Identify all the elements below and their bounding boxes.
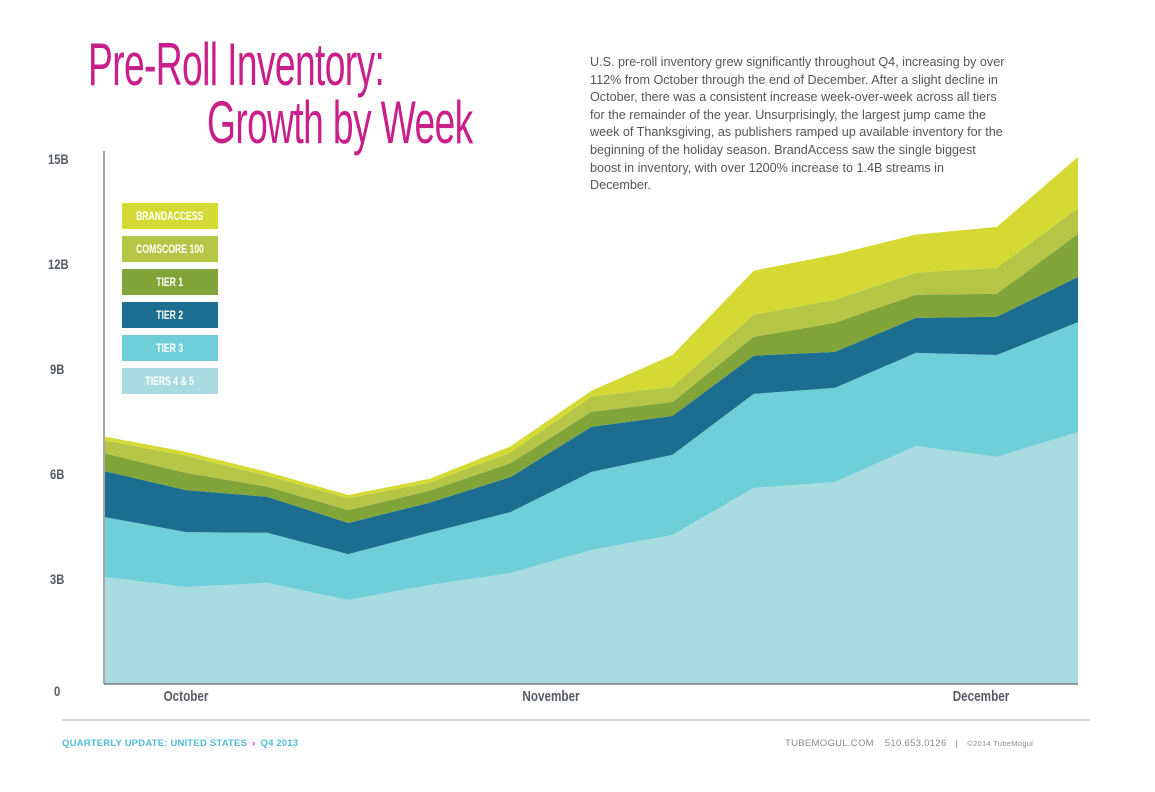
chevron-right-icon: › <box>252 738 256 749</box>
footer-site-link[interactable]: TUBEMOGUL.COM <box>785 738 874 749</box>
legend-label: TIER 1 <box>156 275 184 289</box>
footer-breadcrumb: QUARTERLY UPDATE: UNITED STATES › Q4 2013 <box>62 738 298 749</box>
y-tick-label: 6B <box>50 466 65 482</box>
chart-title-line2: Growth by Week <box>207 89 473 156</box>
legend-label: TIER 3 <box>156 341 184 355</box>
area-tier-3 <box>105 322 1078 600</box>
footer-pipe: | <box>955 738 959 749</box>
y-tick-label: 3B <box>50 571 65 587</box>
footer-phone: 510.653.0126 <box>884 738 947 749</box>
y-tick-label: 9B <box>50 361 65 377</box>
legend: BRANDACCESS COMSCORE 100 TIER 1 TIER 2 T… <box>122 203 218 401</box>
x-month-label: October <box>163 688 209 705</box>
y-tick-label: 15B <box>48 151 69 167</box>
legend-item-tiers-4-5: TIERS 4 & 5 <box>122 368 218 394</box>
legend-label: TIERS 4 & 5 <box>145 374 195 388</box>
legend-label: BRANDACCESS <box>136 209 204 223</box>
description-line: October, there was a consistent increase… <box>590 90 997 105</box>
legend-item-tier-3: TIER 3 <box>122 335 218 361</box>
legend-label: COMSCORE 100 <box>136 242 204 256</box>
description-line: December. <box>590 178 651 193</box>
description-line: 112% from October through the end of Dec… <box>590 72 998 87</box>
description-line: U.S. pre-roll inventory grew significant… <box>590 55 1005 69</box>
legend-item-brandaccess: BRANDACCESS <box>122 203 218 229</box>
description-line: beginning of the holiday season. BrandAc… <box>590 142 976 157</box>
legend-label: TIER 2 <box>156 308 184 322</box>
description-line: for the remainder of the year. Unsurpris… <box>590 107 986 122</box>
area-layers <box>105 156 1078 684</box>
area-tier-2 <box>105 276 1078 555</box>
x-month-label: December <box>952 688 1009 705</box>
legend-item-tier-1: TIER 1 <box>122 269 218 295</box>
legend-item-comscore-100: COMSCORE 100 <box>122 236 218 262</box>
chart-title-line1: Pre-Roll Inventory: <box>88 31 385 98</box>
description-line: boost in inventory, with over 1200% incr… <box>590 160 944 175</box>
footer-contact: TUBEMOGUL.COM 510.653.0126 | ©2014 TubeM… <box>785 738 1033 749</box>
footer-divider <box>62 719 1090 721</box>
y-tick-label: 12B <box>48 256 69 272</box>
legend-item-tier-2: TIER 2 <box>122 302 218 328</box>
x-month-label: November <box>522 688 580 705</box>
footer-report-name: QUARTERLY UPDATE: UNITED STATES <box>62 738 248 749</box>
footer-period: Q4 2013 <box>260 738 299 749</box>
description-text: U.S. pre-roll inventory grew significant… <box>590 54 1095 195</box>
area-tiers-4-5 <box>105 432 1078 684</box>
description-line: week of Thanksgiving, as publishers ramp… <box>590 125 1003 140</box>
footer-copyright: ©2014 TubeMogul <box>967 739 1034 748</box>
y-tick-label: 0 <box>54 683 61 699</box>
